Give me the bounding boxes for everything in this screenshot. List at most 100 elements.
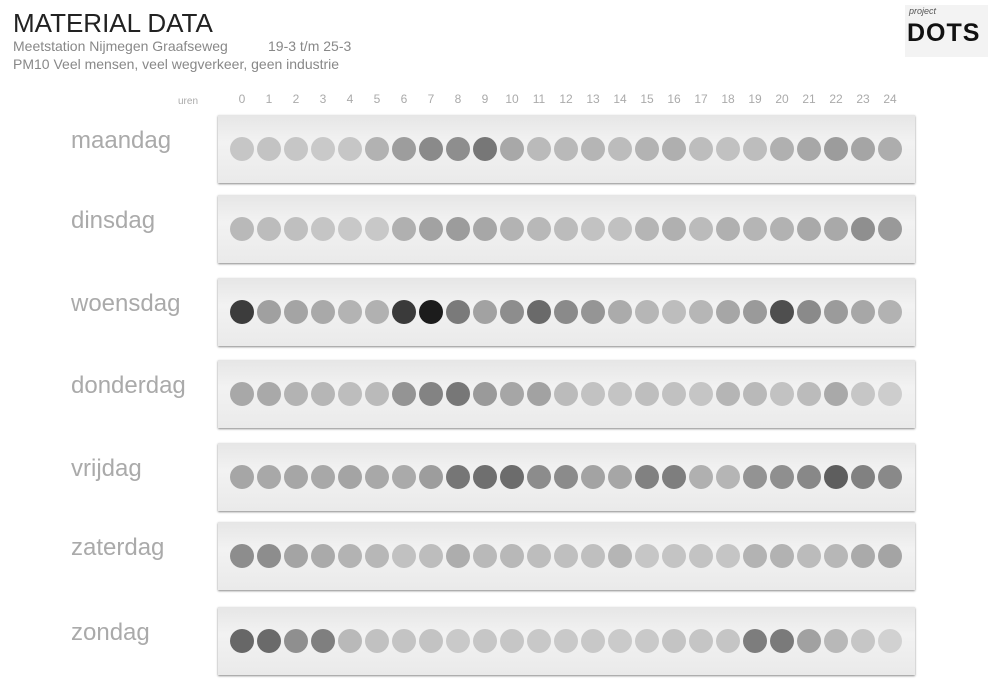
- dot: [230, 382, 254, 406]
- dot: [743, 300, 767, 324]
- logo-big: DOTS: [907, 19, 981, 47]
- dot: [743, 629, 767, 653]
- dot: [878, 217, 902, 241]
- dot: [554, 629, 578, 653]
- hour-label: 1: [265, 92, 273, 106]
- dot: [392, 465, 416, 489]
- dot: [554, 300, 578, 324]
- dot: [635, 544, 659, 568]
- dot: [662, 465, 686, 489]
- dot: [662, 137, 686, 161]
- dot: [608, 217, 632, 241]
- day-label: maandag: [71, 127, 172, 154]
- dot: [527, 300, 551, 324]
- dot: [419, 629, 443, 653]
- dot: [500, 137, 524, 161]
- dot: [770, 465, 794, 489]
- dot: [365, 465, 389, 489]
- dot: [230, 300, 254, 324]
- hour-label: 11: [532, 92, 546, 106]
- dot: [635, 465, 659, 489]
- day-label: donderdag: [71, 372, 186, 399]
- hour-label: 10: [505, 92, 519, 106]
- dot: [635, 137, 659, 161]
- dot: [311, 629, 335, 653]
- dot: [500, 382, 524, 406]
- hour-label: 17: [694, 92, 708, 106]
- dot: [230, 137, 254, 161]
- dot: [770, 629, 794, 653]
- hour-label: 2: [292, 92, 300, 106]
- dot: [392, 629, 416, 653]
- dot: [851, 137, 875, 161]
- dot: [824, 300, 848, 324]
- dot: [500, 217, 524, 241]
- paper-strip: [218, 522, 915, 590]
- dot: [878, 544, 902, 568]
- dot: [743, 137, 767, 161]
- dot: [581, 465, 605, 489]
- dot: [797, 382, 821, 406]
- dot: [554, 465, 578, 489]
- dot: [473, 300, 497, 324]
- dot: [797, 544, 821, 568]
- dot: [824, 629, 848, 653]
- dot: [797, 217, 821, 241]
- dot: [689, 544, 713, 568]
- dot: [284, 137, 308, 161]
- dot: [689, 465, 713, 489]
- dot: [824, 137, 848, 161]
- dot: [770, 137, 794, 161]
- paper-strip: [218, 443, 915, 511]
- dot: [581, 300, 605, 324]
- dot: [419, 465, 443, 489]
- dot: [797, 465, 821, 489]
- dot: [473, 137, 497, 161]
- hour-label: 24: [883, 92, 897, 106]
- dot: [662, 382, 686, 406]
- dot: [365, 544, 389, 568]
- dot: [392, 137, 416, 161]
- dot: [473, 629, 497, 653]
- dot: [743, 217, 767, 241]
- dot: [230, 629, 254, 653]
- dot: [500, 300, 524, 324]
- dot: [824, 382, 848, 406]
- dot: [311, 382, 335, 406]
- dot: [446, 382, 470, 406]
- hour-label: 19: [748, 92, 762, 106]
- dot: [581, 629, 605, 653]
- dot: [770, 217, 794, 241]
- dot: [878, 300, 902, 324]
- dot: [446, 300, 470, 324]
- dot: [770, 300, 794, 324]
- hour-label: 22: [829, 92, 843, 106]
- hour-label: 6: [400, 92, 408, 106]
- day-label: vrijdag: [71, 455, 142, 482]
- hour-label: 7: [427, 92, 435, 106]
- dot: [554, 544, 578, 568]
- title: MATERIAL DATA: [13, 8, 213, 38]
- dot: [824, 544, 848, 568]
- dot: [662, 544, 686, 568]
- dot: [284, 544, 308, 568]
- hours-label: uren: [178, 96, 199, 107]
- dot: [527, 217, 551, 241]
- dot: [527, 137, 551, 161]
- dot: [311, 137, 335, 161]
- dot: [257, 544, 281, 568]
- dot: [419, 382, 443, 406]
- dot: [338, 465, 362, 489]
- hour-label: 12: [559, 92, 573, 106]
- dot: [716, 137, 740, 161]
- dot: [284, 300, 308, 324]
- dot: [716, 544, 740, 568]
- hour-label: 9: [481, 92, 489, 106]
- day-label: dinsdag: [71, 207, 156, 234]
- dot: [284, 382, 308, 406]
- dot: [824, 465, 848, 489]
- dot: [743, 544, 767, 568]
- dot: [851, 217, 875, 241]
- dot: [230, 465, 254, 489]
